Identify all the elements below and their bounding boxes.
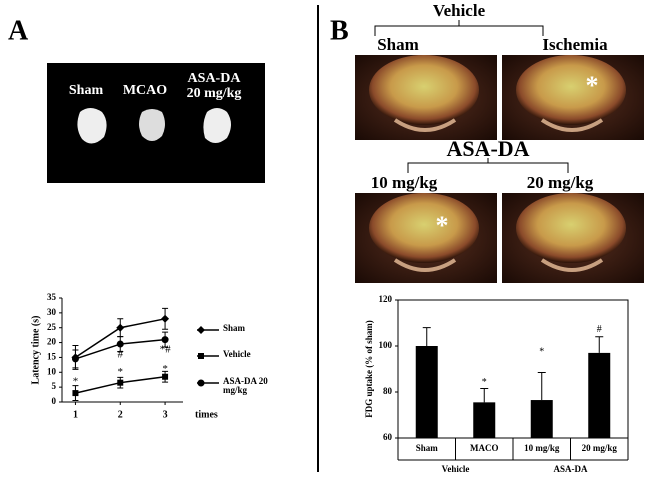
pet-image [355,193,497,283]
annotation: * [73,376,79,388]
image-label: ASA-DA 20 mg/kg [186,71,242,101]
image-label: Sham [68,83,104,98]
annotation: * [539,346,544,357]
legend-label: Vehicle [223,349,251,359]
x-tick-label: 1 [73,409,78,420]
marker [161,336,169,344]
bar [415,346,438,438]
y-tick-label: 120 [379,294,393,304]
x-tick-label: 2 [118,409,123,420]
annotation: * [118,366,124,378]
annotation: *# [160,344,172,356]
annotation: # [597,324,602,335]
annotation: # [118,349,124,361]
marker [162,373,169,380]
x-axis-label: times [195,409,218,420]
group-label: ASA-DA [553,464,588,474]
bracket [374,20,544,36]
bar [473,402,496,438]
group-label: ASA-DA [446,136,529,161]
x-tick-label: MACO [470,443,499,453]
annotation: * [482,377,487,388]
y-tick-label: 80 [383,386,393,396]
marker [116,340,124,348]
x-tick-label: 20 mg/kg [582,443,618,453]
error-bar [480,388,489,403]
x-tick-label: 3 [163,409,168,420]
pet-image [502,55,644,140]
y-tick-label: 35 [47,292,57,302]
image-label: 10 mg/kg [371,173,438,192]
image-mark: * [436,211,449,240]
legend-label: ASA-DA 20 mg/kg [223,376,268,396]
y-axis-label: FDG uptake (% of sham) [364,320,374,418]
marker [72,390,79,397]
marker [71,355,79,363]
panel-letter: B [330,15,349,46]
x-tick-label: Sham [416,443,439,453]
group-label: Vehicle [433,1,486,20]
annotation: * [162,363,168,375]
legend-label: Sham [223,323,246,333]
y-tick-label: 25 [47,322,57,332]
marker [161,314,170,323]
bar [530,400,553,438]
pet-image [355,55,497,140]
brain-shape [139,109,165,141]
group-label: Vehicle [442,464,470,474]
panel-letter: A [8,15,29,46]
pet-image [502,193,644,283]
brain-shape [77,108,107,144]
y-tick-label: 20 [47,337,57,347]
y-tick-label: 15 [47,351,57,361]
y-tick-label: 30 [47,307,57,317]
bracket [407,158,569,173]
marker [197,326,205,334]
marker [116,323,125,332]
brain-shape [203,108,231,143]
image-label: Ischemia [542,35,608,54]
marker [117,379,124,386]
error-bar [537,371,546,401]
x-tick-label: 10 mg/kg [524,443,560,453]
y-tick-label: 100 [379,340,393,350]
image-label: MCAO [122,83,168,98]
marker [197,379,205,387]
bar [588,352,611,438]
image-mark: * [586,71,599,100]
y-axis-label: Latency time (s) [30,316,41,385]
image-label: Sham [377,35,419,54]
image-label: 20 mg/kg [527,173,594,192]
error-bar [595,336,604,353]
error-bar [422,327,431,346]
y-tick-label: 60 [383,432,393,442]
y-tick-label: 10 [47,366,57,376]
y-tick-label: 5 [52,381,57,391]
y-tick-label: 0 [52,396,57,406]
marker [198,353,204,359]
